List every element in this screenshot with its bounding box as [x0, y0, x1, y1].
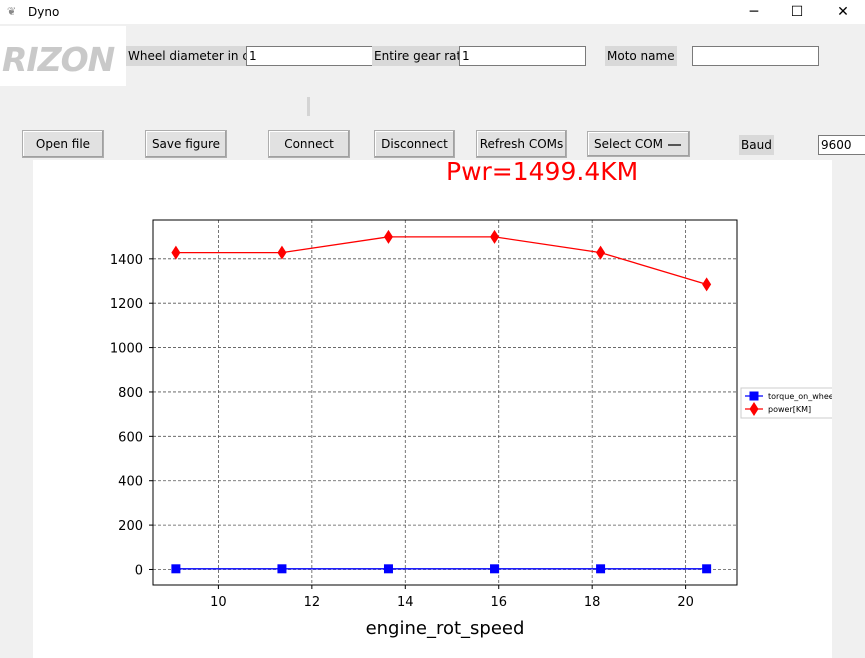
data-point-0 [596, 564, 606, 574]
data-point-0 [702, 564, 712, 574]
separator [307, 97, 310, 116]
chart: 10 12 14 16 18 200200400600800100012001400eng… [110, 219, 832, 639]
select-com-dropdown[interactable]: Select COM [587, 131, 690, 157]
x-tick-label: 20 [677, 595, 694, 610]
x-tick-label: 10 [210, 595, 227, 610]
moto-name-label: Moto name [605, 46, 677, 66]
dropdown-indicator-icon [668, 144, 681, 146]
wheel-diameter-label: Wheel diameter in cm [126, 46, 263, 66]
data-point-0 [383, 564, 393, 574]
legend-marker-0 [749, 391, 759, 401]
baud-label: Baud [739, 135, 774, 155]
data-point-0 [277, 564, 287, 574]
select-com-label: Select COM [594, 137, 664, 151]
baud-field[interactable]: 9600 [818, 135, 865, 155]
y-tick-label: 600 [118, 430, 143, 445]
plot-frame [152, 219, 738, 586]
title-bar: ❦ Dyno ─ ☐ ✕ [0, 0, 865, 24]
y-tick-label: 1200 [110, 297, 143, 312]
refresh-coms-button[interactable]: Refresh COMs [476, 130, 567, 158]
window-title: Dyno [28, 5, 60, 19]
figure-canvas: 10 12 14 16 18 20 0 200 400 600 800 1000 1200 1400 eng… [33, 160, 832, 658]
data-point-1 [596, 245, 606, 260]
data-point-1 [171, 245, 181, 260]
x-tick-label: 14 [397, 595, 414, 610]
logo-text: RIZON [2, 40, 115, 79]
data-point-0 [490, 564, 500, 574]
data-point-1 [490, 229, 500, 244]
legend-label-1: power[KM] [768, 405, 811, 414]
maximize-button[interactable]: ☐ [790, 4, 804, 20]
data-point-1 [702, 277, 712, 292]
x-tick-label: 18 [584, 595, 601, 610]
series-line-1 [175, 236, 707, 285]
open-file-button[interactable]: Open file [22, 130, 104, 158]
data-point-1 [383, 229, 393, 244]
legend-label-0: torque_on_whee [768, 392, 832, 401]
data-point-1 [277, 245, 287, 260]
gear-ratio-field[interactable]: 1 [459, 46, 586, 66]
y-tick-label: 200 [118, 519, 143, 534]
legend-marker-1 [749, 402, 759, 416]
y-tick-label: 0 [135, 563, 143, 578]
close-button[interactable]: ✕ [837, 4, 849, 20]
moto-name-field[interactable] [692, 46, 819, 66]
power-readout: Pwr=1499.4KM [446, 157, 639, 186]
x-tick-label: 16 [490, 595, 507, 610]
wheel-diameter-field[interactable]: 1 [246, 46, 374, 66]
y-tick-label: 800 [118, 386, 143, 401]
minimize-button[interactable]: ─ [749, 4, 759, 20]
window-background [832, 160, 865, 658]
y-tick-label: 400 [118, 475, 143, 490]
gear-ratio-label: Entire gear ratio [372, 46, 474, 66]
y-tick-label: 1400 [110, 253, 143, 268]
feather-icon: ❦ [7, 5, 17, 18]
disconnect-button[interactable]: Disconnect [374, 130, 455, 158]
logo: RIZON [0, 26, 126, 86]
x-tick-label: 12 [304, 595, 321, 610]
x-axis-label: engine_rot_speed [366, 618, 525, 639]
save-figure-button[interactable]: Save figure [145, 130, 227, 158]
y-tick-label: 1000 [110, 342, 143, 357]
connect-button[interactable]: Connect [268, 130, 350, 158]
data-point-0 [171, 564, 181, 574]
